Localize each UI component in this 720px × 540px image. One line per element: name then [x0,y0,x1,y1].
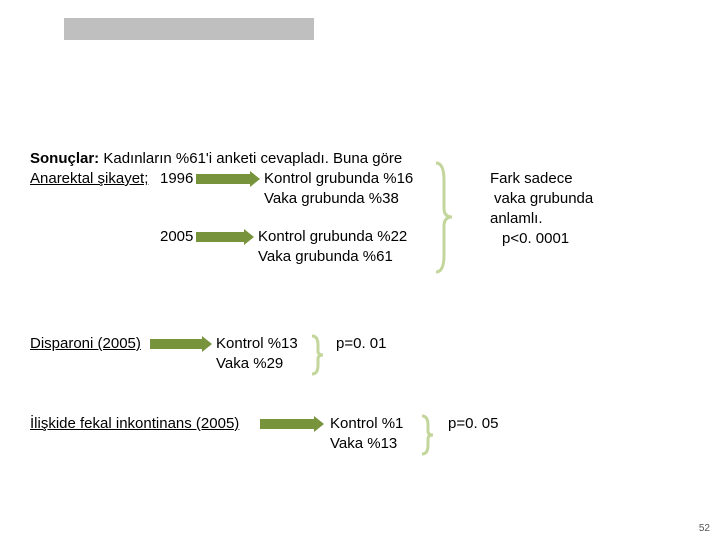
brace-disparoni [308,333,328,377]
year-2005: 2005 [160,228,193,245]
note-l3: anlamlı. [490,210,543,227]
fekal-kontrol: Kontrol %1 [330,415,403,432]
header-bar [64,18,314,40]
disparoni-p: p=0. 01 [336,335,386,352]
note-l4: p<0. 0001 [502,230,569,247]
kontrol-2005: Kontrol grubunda %22 [258,228,407,245]
arrow-1996 [196,174,260,184]
year-1996: 1996 [160,170,193,187]
fekal-label: İlişkide fekal inkontinans (2005) [30,415,239,432]
anarektal-label: Anarektal şikayet; [30,170,148,187]
disparoni-vaka: Vaka %29 [216,355,283,372]
fekal-p: p=0. 05 [448,415,498,432]
brace-large [430,160,460,275]
vaka-1996: Vaka grubunda %38 [264,190,399,207]
results-label: Sonuçlar: [30,150,99,167]
kontrol-1996: Kontrol grubunda %16 [264,170,413,187]
page-number: 52 [699,523,710,534]
disparoni-kontrol: Kontrol %13 [216,335,298,352]
arrow-fekal [260,419,324,429]
brace-fekal [418,413,438,457]
arrow-disparoni [150,339,212,349]
fekal-vaka: Vaka %13 [330,435,397,452]
intro-line: Sonuçlar: Kadınların %61'i anketi cevapl… [30,150,402,167]
note-l2: vaka grubunda [494,190,593,207]
fekal-label-text: İlişkide fekal inkontinans (2005) [30,415,239,432]
note-l1: Fark sadece [490,170,573,187]
results-text: Kadınların %61'i anketi cevapladı. Buna … [103,150,402,167]
disparoni-label: Disparoni (2005) [30,335,141,352]
vaka-2005: Vaka grubunda %61 [258,248,393,265]
arrow-2005 [196,232,254,242]
